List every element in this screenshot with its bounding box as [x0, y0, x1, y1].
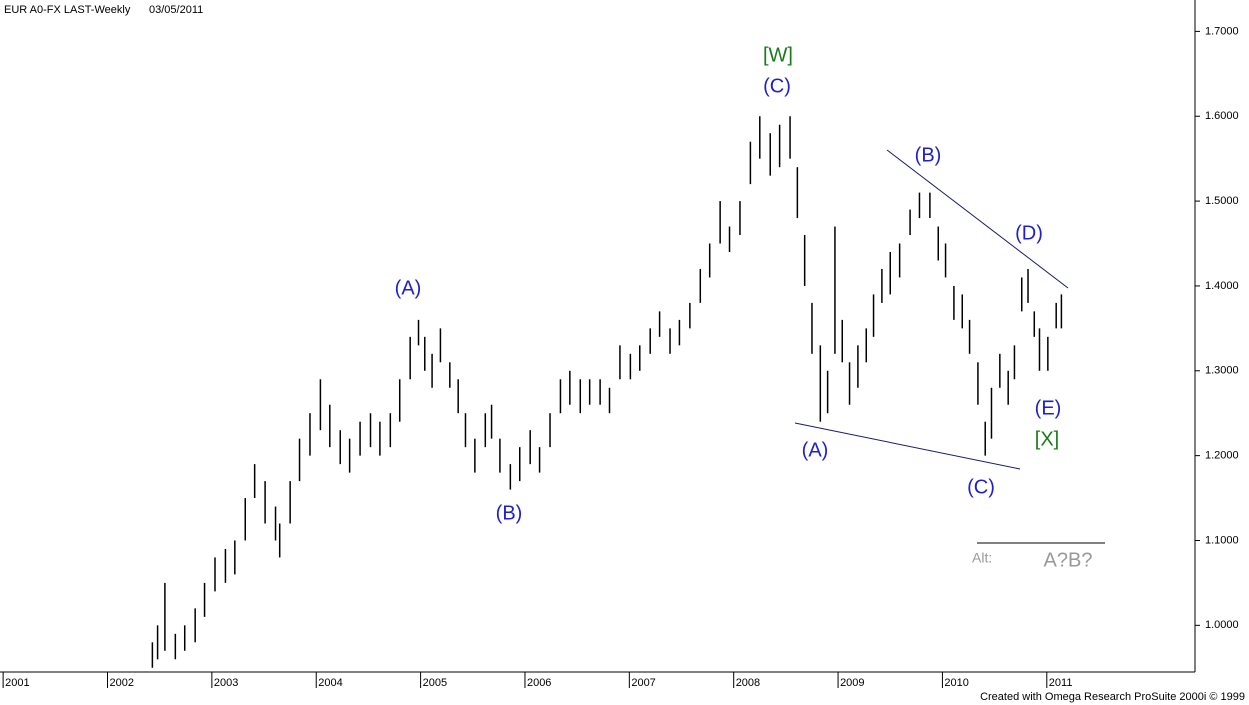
y-tick-label: 1.4000 [1205, 280, 1239, 292]
x-tick-label: 2004 [318, 677, 342, 689]
y-tick-label: 1.2000 [1205, 450, 1239, 462]
x-tick-label: 2006 [527, 677, 551, 689]
wave-label: [X] [1035, 428, 1059, 450]
date: 03/05/2011 [149, 4, 203, 16]
x-tick-label: 2005 [423, 677, 447, 689]
symbol: EUR A0-FX LAST-Weekly [4, 4, 131, 16]
wave-label: (E) [1035, 397, 1062, 419]
x-tick-label: 2001 [5, 677, 29, 689]
x-tick-label: 2011 [1049, 677, 1073, 689]
x-tick-label: 2007 [631, 677, 655, 689]
wave-label: [W] [763, 44, 793, 66]
x-tick-label: 2009 [840, 677, 864, 689]
wave-label: (B) [496, 502, 523, 524]
wave-label: (C) [763, 75, 791, 97]
x-tick-label: 2008 [736, 677, 760, 689]
wave-label: (A) [395, 277, 422, 299]
wave-label: (D) [1015, 222, 1043, 244]
x-tick-label: 2003 [214, 677, 238, 689]
y-tick-label: 1.3000 [1205, 365, 1239, 377]
footer: Created with Omega Research ProSuite 200… [980, 691, 1245, 703]
trend-line [886, 149, 1069, 289]
y-tick-label: 1.0000 [1205, 619, 1239, 631]
alt-text: A?B? [1044, 549, 1093, 571]
wave-label: (C) [967, 476, 995, 498]
y-tick-label: 1.1000 [1205, 534, 1239, 546]
alt-label: Alt: [972, 550, 992, 566]
wave-label: (B) [915, 144, 942, 166]
x-tick-label: 2002 [109, 677, 133, 689]
wave-label: (A) [802, 439, 829, 461]
trend-line [794, 422, 1021, 470]
y-tick-label: 1.6000 [1205, 110, 1239, 122]
y-tick-label: 1.7000 [1205, 25, 1239, 37]
y-tick-label: 1.5000 [1205, 195, 1239, 207]
x-tick-label: 2010 [944, 677, 968, 689]
